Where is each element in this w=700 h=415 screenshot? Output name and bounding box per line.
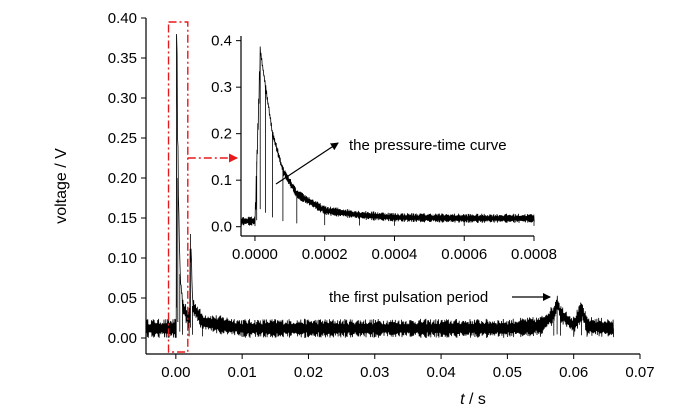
main-y-tick-label-5: 0.25 <box>108 130 137 147</box>
inset-x-tick-label-3: 0.0006 <box>441 246 487 263</box>
inset-x-tick-label-0: 0.0000 <box>232 246 278 263</box>
main-y-tick-label-4: 0.20 <box>108 170 137 187</box>
inset-y-tick-label-4: 0.4 <box>211 33 232 50</box>
pulsation-period-annotation: the first pulsation period <box>329 289 488 306</box>
highlight-region-box <box>167 21 189 353</box>
inset-x-tick-label-1: 0.0002 <box>302 246 348 263</box>
main-x-tick-label-7: 0.07 <box>625 364 654 381</box>
inset-y-tick-label-0: 0.0 <box>211 219 232 236</box>
main-y-axis-title: voltage / V <box>53 148 70 224</box>
main-x-tick-label-6: 0.06 <box>559 364 588 381</box>
inset-x-ticks: 0.0000 0.0002 0.0004 0.0006 0.0008 <box>232 236 557 263</box>
main-x-axis-title: t / s <box>460 391 486 408</box>
inset-y-tick-label-2: 0.2 <box>211 126 232 143</box>
main-y-tick-label-8: 0.40 <box>108 10 137 27</box>
main-y-tick-label-0: 0.00 <box>108 330 137 347</box>
main-y-tick-label-7: 0.35 <box>108 50 137 67</box>
inset-y-tick-label-3: 0.3 <box>211 79 232 96</box>
main-y-tick-label-1: 0.05 <box>108 290 137 307</box>
main-x-tick-label-2: 0.02 <box>294 364 323 381</box>
inset-y-ticks: 0.0 0.1 0.2 0.3 0.4 <box>211 33 241 236</box>
main-x-ticks: 0.00 0.01 0.02 0.03 0.04 0.05 0.06 0.07 <box>161 354 655 381</box>
main-y-tick-label-2: 0.10 <box>108 250 137 267</box>
main-y-tick-label-6: 0.30 <box>108 90 137 107</box>
inset-x-tick-label-4: 0.0008 <box>511 246 557 263</box>
inset-x-tick-label-2: 0.0004 <box>372 246 418 263</box>
main-y-tick-label-3: 0.15 <box>108 210 137 227</box>
main-y-ticks: 0.00 0.05 0.10 0.15 0.20 0.25 0.30 0.35 0.40 <box>108 10 146 347</box>
main-x-tick-label-4: 0.04 <box>426 364 455 381</box>
inset-y-tick-label-1: 0.1 <box>211 172 232 189</box>
inset-plot: 0.0000 0.0002 0.0004 0.0006 0.0008 0.0 0.1 0.2… <box>211 30 557 263</box>
x-axis-title-symbol: t <box>460 391 465 408</box>
inset-background <box>239 30 536 236</box>
main-plot: 0.00 0.01 0.02 0.03 0.04 0.05 0.06 0.07 0.000.0… <box>108 10 655 381</box>
pressure-curve-annotation: the pressure-time curve <box>349 137 507 154</box>
pressure-curve-arrow <box>275 142 339 185</box>
main-x-tick-label-1: 0.01 <box>228 364 257 381</box>
main-x-tick-label-3: 0.03 <box>360 364 389 381</box>
main-x-tick-label-5: 0.05 <box>493 364 522 381</box>
main-x-tick-label-0: 0.00 <box>161 364 190 381</box>
x-axis-title-unit: / s <box>465 391 486 408</box>
